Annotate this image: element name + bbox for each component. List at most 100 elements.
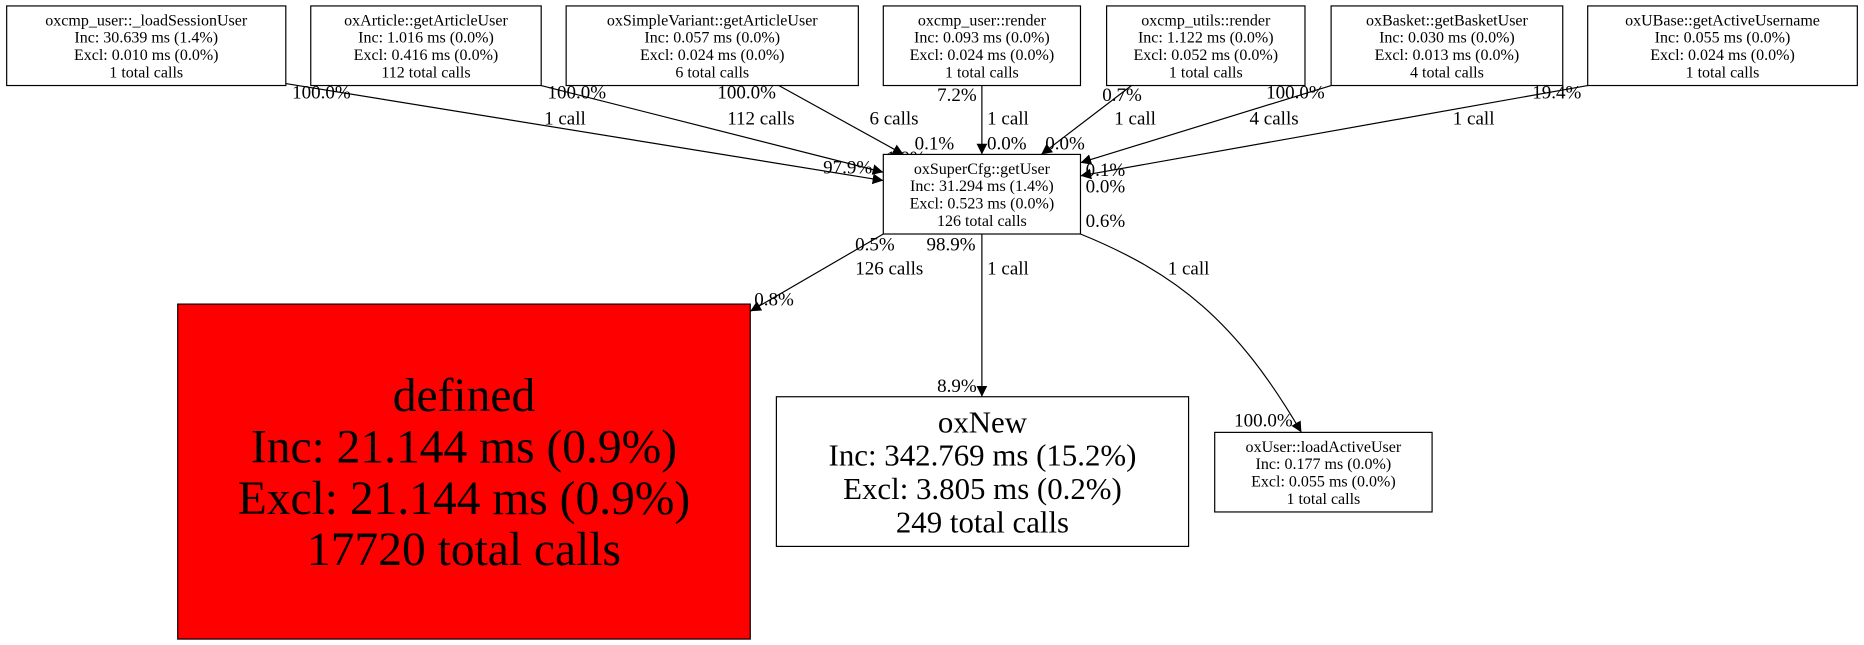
edge-call-count: 1 call <box>544 109 586 130</box>
node-total-calls: 112 total calls <box>381 64 470 81</box>
edge-call-count: 4 calls <box>1250 109 1299 130</box>
node-box <box>177 303 751 640</box>
edge-line <box>749 233 884 312</box>
edge-n3-to-center: 100.0% 6 calls 0.1% <box>717 83 954 155</box>
edge-line <box>1080 84 1332 165</box>
node-box <box>1587 5 1858 87</box>
node-name: oxSimpleVariant::getArticleUser <box>607 12 818 29</box>
node-total-calls: 1 total calls <box>1686 64 1760 81</box>
node-box <box>882 153 1082 235</box>
node-name: oxNew <box>938 404 1028 439</box>
node-exclusive-time: Excl: 3.805 ms (0.2%) <box>843 471 1122 506</box>
node-inclusive-time: Inc: 21.144 ms (0.9%) <box>251 422 677 474</box>
edge-call-count: 1 call <box>1114 109 1156 130</box>
edge-line <box>283 82 884 185</box>
node-exclusive-time: Excl: 21.144 ms (0.9%) <box>238 473 691 525</box>
edge-head-percent: 0.1% <box>915 134 955 155</box>
edge-tail-percent: 19.4% <box>1532 83 1581 104</box>
edge-head-percent: 0.1% <box>1086 160 1126 181</box>
node-total-calls: 1 total calls <box>1169 64 1243 81</box>
edge-head-percent: 0.0% <box>1086 176 1126 197</box>
node-total-calls: 17720 total calls <box>307 524 621 576</box>
node-box <box>1330 5 1564 87</box>
node-inclusive-time: Inc: 31.294 ms (1.4%) <box>910 178 1054 195</box>
edge-tail-percent: 100.0% <box>292 83 351 104</box>
edge-call-count: 1 call <box>1168 258 1210 279</box>
edge-call-count: 1 call <box>1453 109 1495 130</box>
node-name: oxSuperCfg::getUser <box>914 161 1051 178</box>
node-inclusive-time: Inc: 30.639 ms (1.4%) <box>74 30 218 47</box>
edge-n1-to-center: 100.0% 1 call 97.9% <box>283 82 884 185</box>
node-box <box>6 5 287 87</box>
node-total-calls: 4 total calls <box>1410 64 1484 81</box>
node-box <box>775 396 1190 548</box>
node-exclusive-time: Excl: 0.052 ms (0.0%) <box>1134 47 1279 64</box>
edge-n6-to-center: 100.0% 4 calls 0.1% <box>1080 83 1332 181</box>
node-inclusive-time: Inc: 1.122 ms (0.0%) <box>1138 30 1274 47</box>
node-name: defined <box>393 370 536 422</box>
edge-head-percent: 0.8% <box>754 289 794 310</box>
node-total-calls: 126 total calls <box>937 213 1027 230</box>
edge-tail-percent: 7.2% <box>937 85 977 106</box>
edge-head-percent: 100.0% <box>1234 410 1293 431</box>
node-total-calls: 1 total calls <box>945 64 1019 81</box>
node-box <box>565 5 859 87</box>
node-exclusive-time: Excl: 0.010 ms (0.0%) <box>74 47 219 64</box>
edge-call-count: 1 call <box>987 109 1029 130</box>
node-exclusive-time: Excl: 0.523 ms (0.0%) <box>910 195 1055 212</box>
edge-tail-percent: 98.9% <box>926 235 975 256</box>
node-inclusive-time: Inc: 0.057 ms (0.0%) <box>644 30 780 47</box>
edge-line <box>1080 84 1588 180</box>
node-inclusive-time: Inc: 0.030 ms (0.0%) <box>1379 30 1515 47</box>
edge-n4-to-center: 7.2% 1 call 0.0% <box>937 85 1029 155</box>
node-exclusive-time: Excl: 0.024 ms (0.0%) <box>1650 47 1795 64</box>
node-exclusive-time: Excl: 0.013 ms (0.0%) <box>1375 47 1520 64</box>
edge-tail-percent: 0.5% <box>855 235 895 256</box>
edge-center-to-defined: 0.5%126 calls 0.8% <box>749 233 923 312</box>
edge-line <box>1040 85 1132 155</box>
edge-head-percent: 8.9% <box>937 376 977 397</box>
node-exclusive-time: Excl: 0.024 ms (0.0%) <box>910 47 1055 64</box>
edge-line <box>1080 233 1302 433</box>
node-total-calls: 6 total calls <box>675 64 749 81</box>
edge-call-count: 126 calls <box>855 258 923 279</box>
edge-head-percent: 97.9% <box>823 157 872 178</box>
node-total-calls: 1 total calls <box>1286 491 1360 508</box>
node-exclusive-time: Excl: 0.416 ms (0.0%) <box>354 47 499 64</box>
edge-head-percent: 0.0% <box>1045 134 1085 155</box>
edge-tail-percent: 0.7% <box>1102 85 1142 106</box>
node-name: oxUser::loadActiveUser <box>1246 439 1402 456</box>
edge-call-count: 1 call <box>987 258 1029 279</box>
node-box <box>1106 5 1306 87</box>
node-name: oxcmp_user::render <box>918 12 1047 29</box>
node-name: oxUBase::getActiveUsername <box>1625 12 1820 29</box>
node-name: oxcmp_user::_loadSessionUser <box>45 12 248 29</box>
edge-tail-percent: 0.6% <box>1086 211 1126 232</box>
node-inclusive-time: Inc: 0.093 ms (0.0%) <box>914 30 1050 47</box>
node-inclusive-time: Inc: 0.055 ms (0.0%) <box>1655 30 1791 47</box>
node-total-calls: 249 total calls <box>896 504 1069 539</box>
node-name: oxArticle::getArticleUser <box>344 12 508 29</box>
edge-center-to-loaduser: 0.6% 1 call 100.0% <box>1080 211 1302 433</box>
edge-n5-to-center: 0.7% 1 call 0.0% <box>1040 85 1156 155</box>
node-inclusive-time: Inc: 1.016 ms (0.0%) <box>358 30 494 47</box>
node-name: oxcmp_utils::render <box>1141 12 1271 29</box>
node-inclusive-time: Inc: 0.177 ms (0.0%) <box>1256 456 1392 473</box>
node-box <box>1214 431 1433 513</box>
edge-head-percent: 0.0% <box>987 134 1027 155</box>
edge-line <box>541 84 884 175</box>
node-inclusive-time: Inc: 342.769 ms (15.2%) <box>829 438 1137 473</box>
node-box <box>882 5 1082 87</box>
